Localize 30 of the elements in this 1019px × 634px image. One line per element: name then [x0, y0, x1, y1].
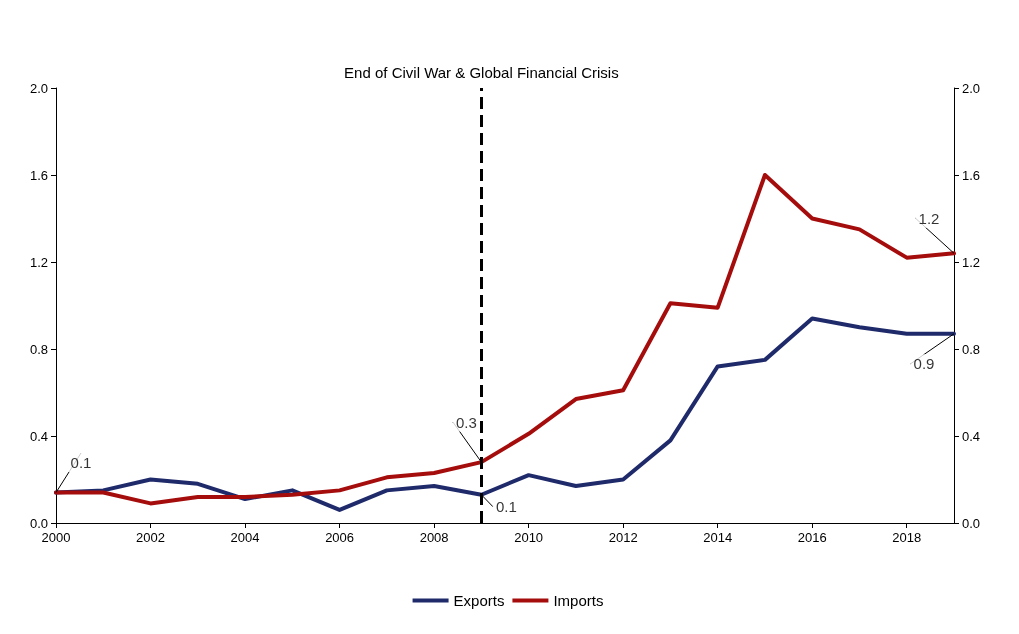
- x-tick-label: 2016: [797, 530, 827, 545]
- x-tick-label: 2008: [419, 530, 449, 545]
- y2-tick-label: 1.2: [962, 254, 981, 270]
- x-tick-label: 2012: [608, 530, 638, 545]
- y-tick-label: 0.4: [29, 428, 48, 444]
- x-tick-label: 2000: [41, 530, 71, 545]
- y-tick-label: 1.2: [29, 254, 48, 270]
- y-tick-label: 0.0: [29, 515, 48, 531]
- legend-label: Exports: [453, 592, 505, 609]
- annotation: 0.3: [455, 413, 477, 431]
- y-tick-label: 2.0: [29, 80, 48, 96]
- y2-tick-label: 0.4: [962, 428, 981, 444]
- ref-line-label: End of Civil War & Global Financial Crisis: [344, 63, 619, 81]
- y2-tick-label: 1.6: [962, 167, 981, 183]
- x-tick-label: 2002: [136, 530, 165, 545]
- annotation: 0.1: [70, 454, 92, 472]
- legend-label: Imports: [553, 592, 604, 609]
- y2-tick-label: 2.0: [962, 80, 981, 96]
- y-tick-label: 1.6: [29, 167, 48, 183]
- x-tick-label: 2018: [892, 530, 922, 545]
- y2-tick-label: 0.0: [962, 515, 981, 531]
- x-tick-label: 2004: [230, 530, 260, 545]
- x-tick-label: 2010: [514, 530, 544, 545]
- y-tick-label: 0.8: [29, 341, 48, 357]
- x-tick-label: 2014: [703, 530, 733, 545]
- annotation: 1.2: [918, 209, 940, 227]
- x-tick-label: 2006: [325, 530, 355, 545]
- annotation: 0.9: [913, 355, 935, 373]
- annotation: 0.1: [495, 498, 517, 516]
- y2-tick-label: 0.8: [962, 341, 981, 357]
